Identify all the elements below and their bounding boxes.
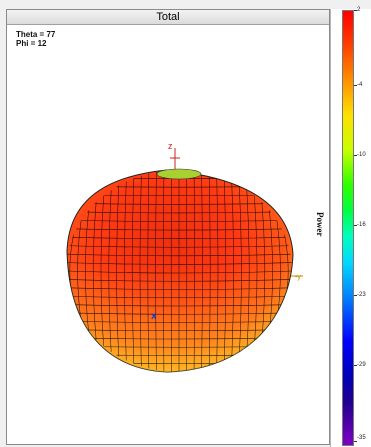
mesh-longitude-line [124, 181, 127, 361]
mesh-longitude-line [163, 170, 165, 372]
pattern-top-cap [156, 168, 202, 180]
mesh-longitude-line [100, 195, 104, 347]
power-colorbar [342, 10, 354, 446]
tick-mark [354, 155, 357, 156]
mesh-longitude-line [139, 175, 142, 367]
colorbar-panel: 2 -4 -10 -16 -23 -29 -35 [330, 7, 371, 447]
mesh-longitude-line [155, 172, 157, 370]
phi-readout: Phi = 12 [16, 39, 47, 48]
mesh-longitude-line [108, 190, 112, 352]
mesh-longitude-line [216, 175, 219, 367]
z-axis-label: z [168, 141, 173, 151]
colorbar-tick-label: 2 [357, 7, 361, 13]
mesh-longitude-line [254, 195, 258, 347]
colorbar-tick-label: -10 [357, 152, 366, 158]
plot-window: Total Theta = 77 Phi = 12 [6, 9, 330, 445]
mesh-longitude-line [269, 210, 273, 332]
colorbar-tick-label: -29 [357, 362, 366, 368]
mesh-longitude-line [85, 210, 89, 332]
mesh-longitude-line [246, 190, 250, 352]
mesh-longitude-line [147, 173, 150, 369]
colorbar-tick-label: -16 [357, 222, 366, 228]
colorbar-tick-label: -35 [357, 435, 366, 441]
mesh-longitude-line [131, 178, 135, 364]
tick-mark [354, 441, 357, 442]
theta-readout: Theta = 77 [16, 30, 56, 39]
cursor-marker[interactable]: x [151, 311, 157, 322]
mesh-longitude-line [231, 181, 234, 361]
mesh-longitude-line [238, 185, 242, 357]
tick-mark [354, 365, 357, 366]
y-axis-label: -y [295, 274, 301, 281]
mesh-longitude-line [77, 220, 82, 322]
colorbar-title: Power [315, 212, 325, 237]
colorbar-tick-label: -23 [357, 292, 366, 298]
tick-mark [354, 10, 357, 11]
plot-title: Total [7, 10, 329, 25]
mesh-longitude-line [261, 202, 266, 340]
tick-mark [354, 225, 357, 226]
tick-mark [354, 85, 357, 86]
mesh-longitude-line [116, 185, 120, 357]
mesh-longitude-line [92, 202, 97, 340]
tick-mark [354, 295, 357, 296]
mesh-longitude-line [201, 172, 203, 370]
radiation-pattern-view[interactable]: z -y x [7, 24, 329, 444]
mesh-longitude-line [208, 173, 211, 369]
mesh-longitude-line [223, 178, 227, 364]
mesh-longitude-line [193, 170, 195, 372]
colorbar-tick-label: -4 [357, 82, 363, 88]
